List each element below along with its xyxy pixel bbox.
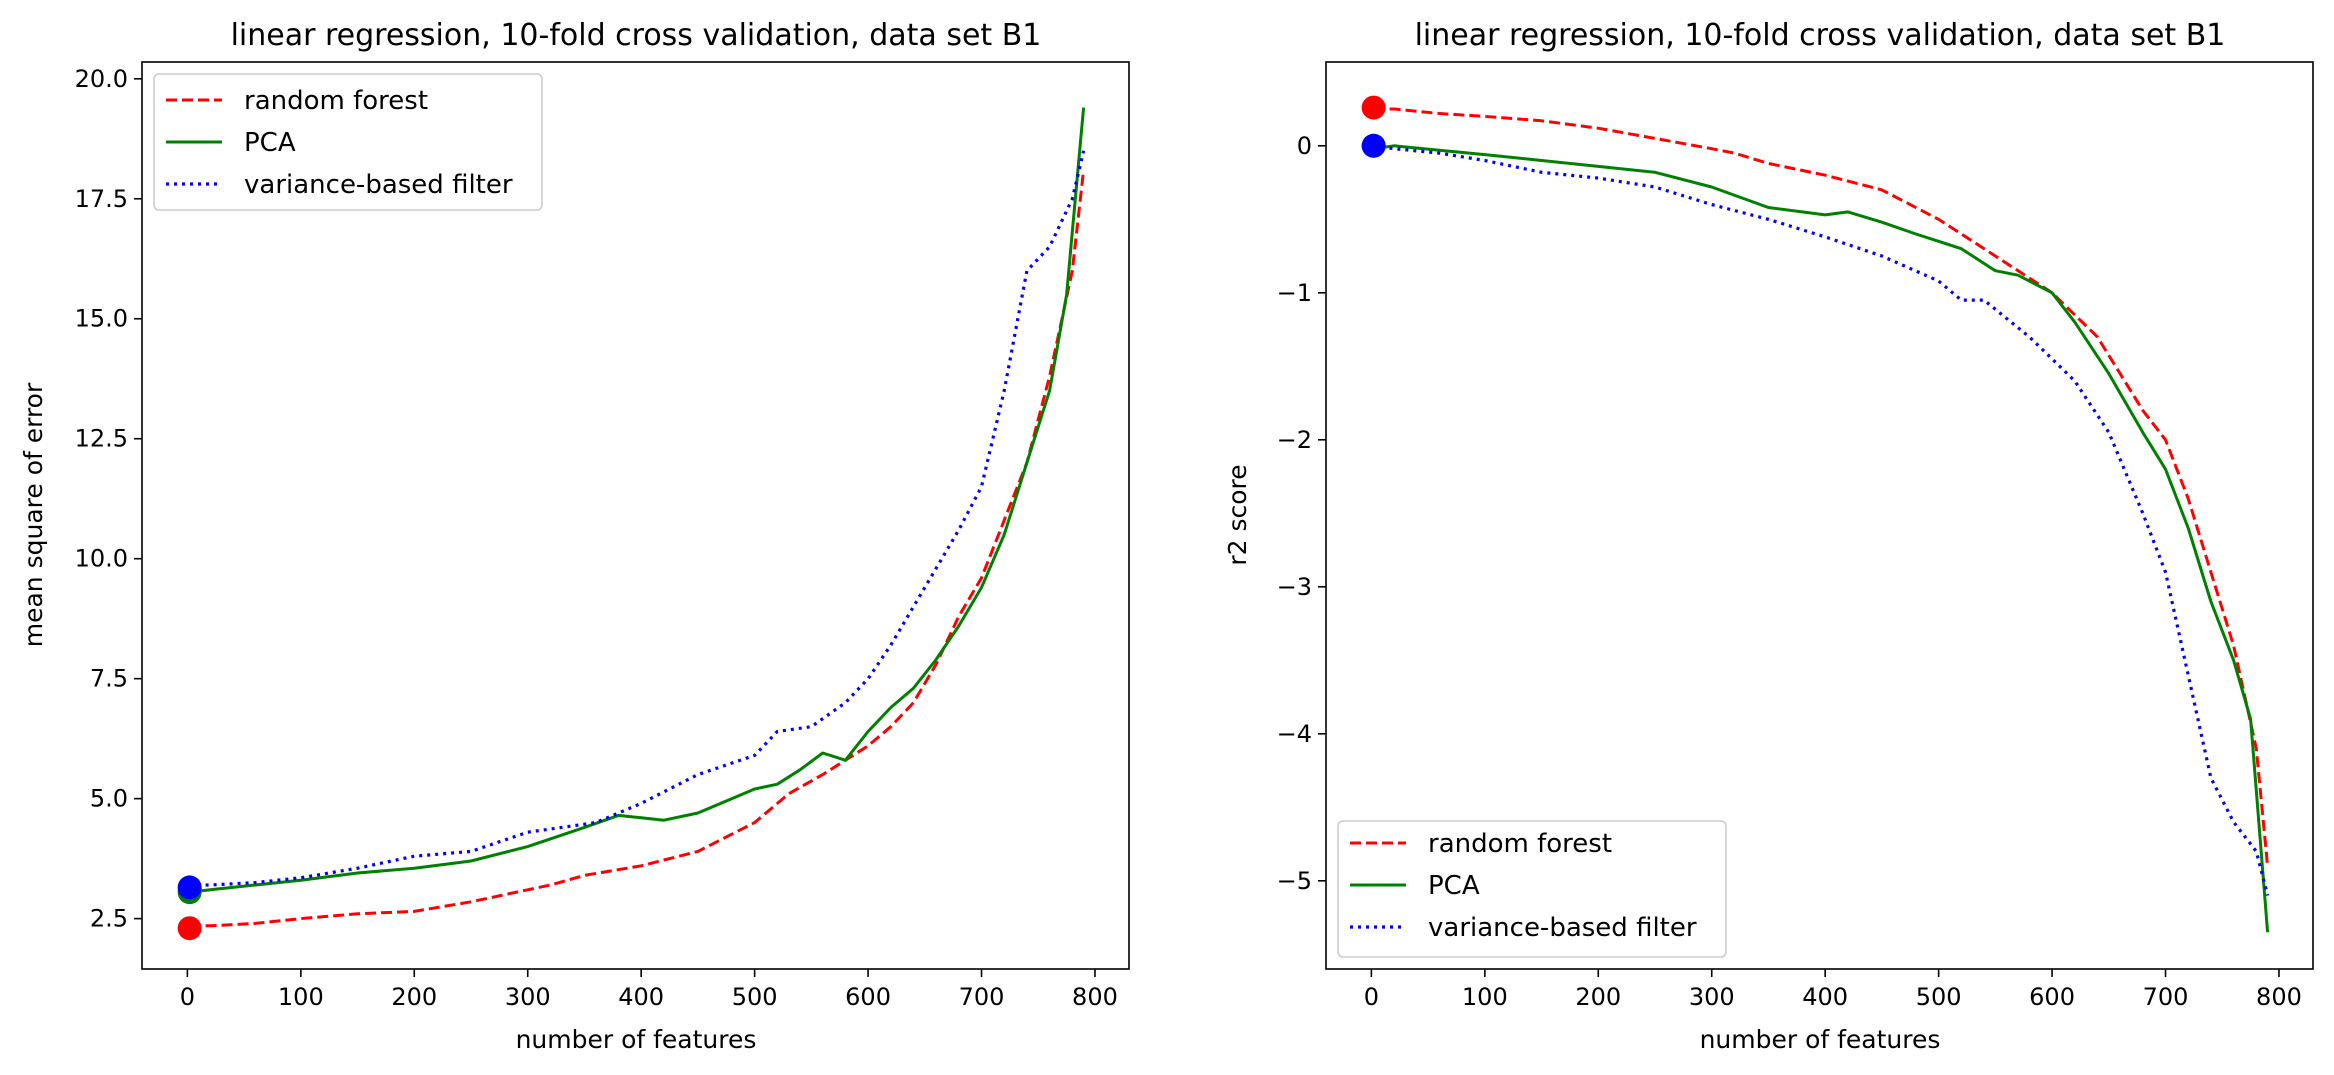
r2-y-tick-label: −3 (1277, 573, 1312, 601)
mse-legend-label-pca: PCA (244, 128, 296, 158)
mse-series-line-random-forest (189, 169, 1086, 928)
r2-y-ticks: 0 −1 −2 −3 −4 −5 (1277, 132, 1326, 895)
r2-y-tick-label: −1 (1277, 279, 1312, 307)
r2-x-tick-label: 400 (1802, 983, 1848, 1011)
mse-start-marker-random-forest (177, 916, 202, 941)
r2-x-tick-label: 100 (1462, 983, 1508, 1011)
mse-legend-label-random-forest: random forest (244, 86, 428, 116)
mse-x-tick-label: 0 (180, 983, 195, 1011)
mse-y-tick-label: 15.0 (75, 305, 128, 333)
mse-x-tick-label: 300 (505, 983, 551, 1011)
mse-legend-box (153, 73, 543, 211)
r2-axes-frame (1325, 61, 2314, 970)
mse-x-tick-label: 100 (278, 983, 324, 1011)
mse-x-axis-label: number of features (516, 1025, 757, 1054)
mse-y-tick-label: 2.5 (90, 905, 128, 933)
r2-x-tick-label: 200 (1575, 983, 1621, 1011)
mse-y-tick-label: 5.0 (90, 785, 128, 813)
r2-x-ticks: 0 100 200 300 400 500 600 700 800 (1364, 969, 2302, 1011)
r2-x-tick-label: 0 (1364, 983, 1379, 1011)
mse-y-tick-label: 7.5 (90, 665, 128, 693)
mse-x-tick-label: 200 (391, 983, 437, 1011)
r2-legend-label-variance-filter: variance-based filter (1428, 913, 1697, 943)
mse-y-axis-label: mean square of error (19, 382, 48, 647)
mse-y-ticks: 2.5 5.0 7.5 10.0 12.5 15.0 17.5 20.0 (75, 65, 142, 933)
r2-series-line-pca (1373, 144, 2270, 933)
r2-y-tick-label: −4 (1277, 720, 1312, 748)
mse-x-ticks: 0 100 200 300 400 500 600 700 800 (180, 969, 1118, 1011)
r2-y-tick-label: 0 (1297, 132, 1312, 160)
r2-chart-title: linear regression, 10-fold cross validat… (1415, 18, 2226, 53)
r2-x-tick-label: 800 (2256, 983, 2302, 1011)
r2-series-line-random-forest (1373, 107, 2270, 867)
r2-legend-label-random-forest: random forest (1428, 829, 1612, 859)
r2-start-marker-random-forest (1361, 95, 1386, 120)
r2-start-marker-variance-based-filter (1361, 133, 1386, 158)
mse-chart-title: linear regression, 10-fold cross validat… (231, 18, 1042, 53)
mse-legend: random forest PCA variance-based filter (153, 73, 543, 211)
r2-y-tick-label: −5 (1277, 867, 1312, 895)
mse-series-line-variance-based-filter (189, 150, 1086, 887)
mse-legend-label-variance-filter: variance-based filter (244, 170, 513, 200)
r2-x-tick-label: 700 (2143, 983, 2189, 1011)
r2-series-line-variance-based-filter (1373, 144, 2270, 896)
r2-y-tick-label: −2 (1277, 426, 1312, 454)
mse-y-tick-label: 20.0 (75, 65, 128, 93)
r2-legend-box (1337, 820, 1727, 958)
mse-x-tick-label: 700 (959, 983, 1005, 1011)
mse-axes-frame (141, 61, 1130, 970)
mse-x-tick-label: 500 (732, 983, 778, 1011)
mse-y-tick-label: 10.0 (75, 545, 128, 573)
mse-x-tick-label: 400 (618, 983, 664, 1011)
r2-x-axis-label: number of features (1700, 1025, 1941, 1054)
r2-x-tick-label: 600 (2029, 983, 2075, 1011)
r2-x-tick-label: 300 (1689, 983, 1735, 1011)
mse-y-tick-label: 12.5 (75, 425, 128, 453)
mse-start-marker-variance-based-filter (177, 875, 202, 900)
mse-y-tick-label: 17.5 (75, 185, 128, 213)
mse-series-line-pca (189, 107, 1086, 894)
mse-chart: linear regression, 10-fold cross validat… (19, 18, 1130, 1054)
r2-chart: linear regression, 10-fold cross validat… (1223, 18, 2314, 1054)
r2-y-axis-label: r2 score (1223, 464, 1252, 565)
r2-legend-label-pca: PCA (1428, 871, 1480, 901)
mse-plot-area (177, 107, 1086, 941)
r2-legend: random forest PCA variance-based filter (1337, 820, 1727, 958)
r2-x-tick-label: 500 (1916, 983, 1962, 1011)
mse-x-tick-label: 800 (1072, 983, 1118, 1011)
mse-x-tick-label: 600 (845, 983, 891, 1011)
r2-plot-area (1361, 95, 2270, 933)
